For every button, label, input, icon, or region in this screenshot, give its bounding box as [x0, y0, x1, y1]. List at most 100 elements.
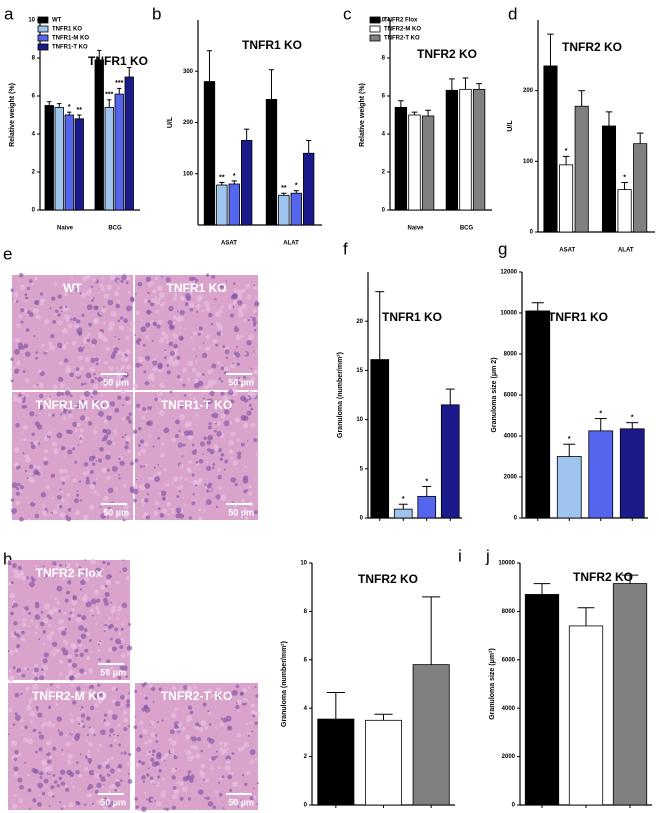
texture — [98, 336, 101, 340]
texture — [169, 390, 173, 394]
texture — [156, 324, 161, 329]
texture — [145, 798, 148, 801]
texture — [202, 778, 205, 781]
y-tick-label: 6 — [382, 94, 386, 100]
texture — [235, 704, 240, 710]
texture — [80, 382, 84, 386]
texture — [142, 780, 145, 783]
texture — [125, 675, 128, 678]
x-tick-label: Naive — [57, 226, 74, 232]
texture — [139, 720, 144, 725]
texture — [198, 477, 203, 482]
texture — [14, 692, 20, 698]
texture — [169, 351, 175, 356]
texture — [78, 625, 85, 631]
texture — [127, 622, 131, 626]
texture — [163, 759, 166, 762]
texture — [230, 476, 237, 483]
texture — [57, 320, 63, 326]
texture — [141, 683, 146, 688]
bar — [64, 114, 74, 211]
texture — [152, 321, 157, 326]
texture — [111, 465, 118, 472]
texture — [235, 352, 241, 358]
panel-letter: f — [343, 239, 348, 258]
texture — [81, 614, 87, 621]
texture — [231, 799, 237, 804]
texture — [114, 407, 120, 413]
texture — [12, 338, 15, 341]
texture — [59, 400, 64, 404]
texture — [222, 282, 226, 285]
texture — [247, 318, 251, 322]
texture — [52, 641, 58, 647]
texture — [80, 713, 86, 718]
texture — [79, 415, 86, 421]
texture — [26, 705, 32, 711]
texture — [255, 694, 259, 698]
texture — [230, 431, 236, 437]
texture — [72, 421, 78, 427]
texture — [165, 497, 169, 500]
texture — [220, 717, 224, 720]
bar — [203, 81, 216, 226]
texture — [72, 287, 75, 291]
significance: * — [631, 415, 634, 422]
texture — [77, 346, 84, 353]
texture — [192, 479, 198, 486]
texture — [108, 321, 115, 327]
y-tick-label: 8000 — [502, 609, 516, 615]
texture — [53, 282, 57, 286]
texture — [24, 761, 27, 764]
texture — [69, 372, 74, 378]
texture — [234, 417, 240, 423]
texture — [233, 324, 236, 327]
panel-letter: a — [4, 4, 14, 23]
texture — [35, 356, 38, 360]
texture — [143, 370, 147, 374]
y-tick-label: 10000 — [500, 311, 517, 317]
texture — [170, 712, 177, 719]
texture — [65, 563, 71, 569]
texture — [68, 569, 73, 574]
texture — [16, 788, 19, 791]
texture — [74, 562, 80, 567]
texture — [50, 625, 53, 628]
texture — [118, 473, 121, 476]
texture — [183, 695, 186, 698]
texture — [18, 393, 22, 397]
texture — [196, 736, 202, 742]
texture — [41, 791, 46, 796]
texture — [85, 372, 92, 379]
texture — [37, 801, 42, 807]
texture — [200, 764, 206, 769]
texture — [13, 766, 19, 772]
texture — [163, 427, 170, 434]
texture — [162, 789, 166, 794]
texture — [99, 640, 101, 643]
texture — [39, 300, 44, 306]
texture — [182, 367, 188, 373]
texture — [27, 625, 31, 628]
texture — [25, 351, 31, 357]
scale-label: 50 µm — [228, 507, 254, 517]
texture — [106, 415, 112, 421]
texture — [223, 468, 226, 471]
texture — [107, 773, 111, 777]
texture — [250, 316, 252, 318]
texture — [143, 442, 149, 447]
texture — [94, 425, 97, 428]
texture — [216, 431, 222, 437]
texture — [36, 465, 42, 470]
panel-letter: d — [508, 4, 517, 23]
texture — [19, 718, 24, 723]
texture — [151, 477, 154, 480]
texture — [137, 408, 141, 412]
texture — [120, 377, 124, 382]
significance: * — [233, 173, 236, 180]
texture — [52, 441, 57, 447]
texture — [134, 689, 138, 693]
texture — [19, 485, 24, 490]
texture — [74, 510, 80, 516]
texture — [139, 752, 142, 755]
